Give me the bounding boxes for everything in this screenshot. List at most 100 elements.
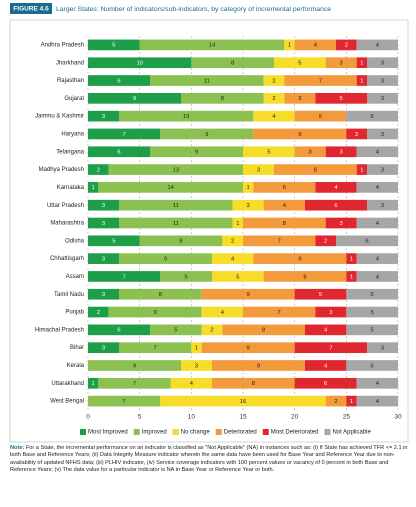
bar-segment [88, 199, 119, 211]
bar-segment [294, 342, 367, 354]
y-tick-label: West Bengal [50, 399, 84, 405]
value-label: 9 [298, 132, 301, 138]
value-label: 9 [205, 132, 208, 138]
legend-swatch [262, 429, 269, 435]
bar-segment [243, 182, 254, 193]
bar-segment [150, 75, 264, 86]
chart: FIGURE 4.6 Larger States: Number of indi… [9, 3, 409, 443]
bar-segment [88, 39, 140, 51]
bar-segment [98, 377, 171, 389]
bar-segment [181, 360, 212, 371]
bar-segment [315, 235, 336, 247]
value-label: 2 [272, 96, 275, 102]
value-label: 4 [376, 221, 380, 227]
bar-segment [346, 395, 357, 407]
bar-segment [367, 342, 398, 354]
value-label: 1 [360, 78, 363, 84]
bar-segment [346, 360, 398, 371]
bar-segment [356, 217, 398, 229]
bar-segment [253, 110, 295, 122]
value-label: 4 [221, 310, 225, 316]
value-label: 3 [102, 114, 105, 120]
value-label: 1 [350, 274, 353, 280]
bar-segment [212, 377, 295, 389]
value-label: 1 [236, 221, 239, 227]
y-tick-label: Haryana [61, 132, 84, 138]
value-label: 9 [195, 150, 198, 156]
value-label: 4 [231, 256, 235, 262]
value-label: 5 [174, 328, 177, 334]
bar-segment [222, 324, 305, 336]
value-label: 6 [117, 150, 120, 156]
bar-segment [191, 342, 202, 354]
value-label: 2 [324, 239, 327, 245]
value-label: 1 [247, 185, 250, 191]
bar-segment [356, 182, 398, 193]
value-label: 2 [210, 328, 213, 334]
bar-segment [274, 164, 357, 175]
frame [9, 19, 409, 443]
value-label: 4 [376, 256, 380, 262]
value-label: 1 [92, 381, 95, 387]
bar-segment [367, 75, 398, 86]
bar-segment [181, 92, 264, 104]
chart-title: Larger States: Number of indicators/sub-… [56, 6, 331, 13]
value-label: 3 [247, 203, 250, 209]
bar-segment [88, 324, 150, 336]
bar-segment [356, 146, 398, 158]
value-label: 5 [371, 328, 374, 334]
value-label: 10 [136, 61, 142, 67]
legend-swatch [133, 429, 140, 435]
value-label: 7 [278, 239, 281, 245]
value-label: 9 [247, 292, 250, 298]
legend-swatch [324, 429, 331, 435]
bar-segment [325, 146, 357, 158]
bar-segment [346, 128, 367, 140]
value-label: 1 [350, 256, 353, 262]
bar-segment [325, 57, 357, 69]
value-label: 4 [376, 381, 380, 387]
legend-label: Most Improved [88, 430, 128, 436]
y-tick-label: Rajasthan [57, 78, 84, 84]
value-label: 8 [303, 274, 306, 280]
bar-segment [232, 199, 264, 211]
bar-segment [243, 217, 326, 229]
value-label: 4 [283, 203, 287, 209]
value-label: 8 [231, 61, 234, 67]
bar-segment [201, 324, 223, 336]
value-label: 4 [334, 185, 338, 191]
bar-segment [212, 360, 305, 371]
value-label: 6 [117, 78, 120, 84]
value-label: 11 [204, 78, 210, 84]
value-label: 5 [112, 43, 115, 49]
bar-segment [160, 128, 254, 140]
bar-segment [294, 146, 326, 158]
value-label: 2 [231, 239, 234, 245]
value-label: 3 [381, 203, 384, 209]
value-label: 3 [329, 310, 332, 316]
y-tick-label: Andhra Pradesh [41, 42, 84, 48]
value-label: 3 [298, 96, 301, 102]
bar-segment [346, 253, 357, 264]
bar-segment [346, 110, 398, 122]
x-tick-label: 10 [188, 414, 196, 421]
bar-segment [263, 199, 305, 211]
value-label: 5 [371, 114, 374, 120]
bar-segment [367, 199, 398, 211]
value-label: 1 [350, 399, 353, 405]
bar-segment [88, 288, 119, 300]
bar-segment [88, 253, 119, 264]
value-label: 4 [324, 328, 328, 334]
value-label: 5 [319, 114, 322, 120]
bar-segment [346, 288, 398, 300]
bar-segment [160, 271, 212, 282]
y-tick-label: Telangana [56, 149, 84, 155]
value-label: 11 [173, 203, 179, 209]
bar-segment [367, 128, 398, 140]
bar-segment [253, 253, 347, 264]
legend-swatch [215, 429, 222, 435]
value-label: 3 [102, 256, 105, 262]
bar-segment [88, 342, 119, 354]
bar-segment [119, 199, 233, 211]
